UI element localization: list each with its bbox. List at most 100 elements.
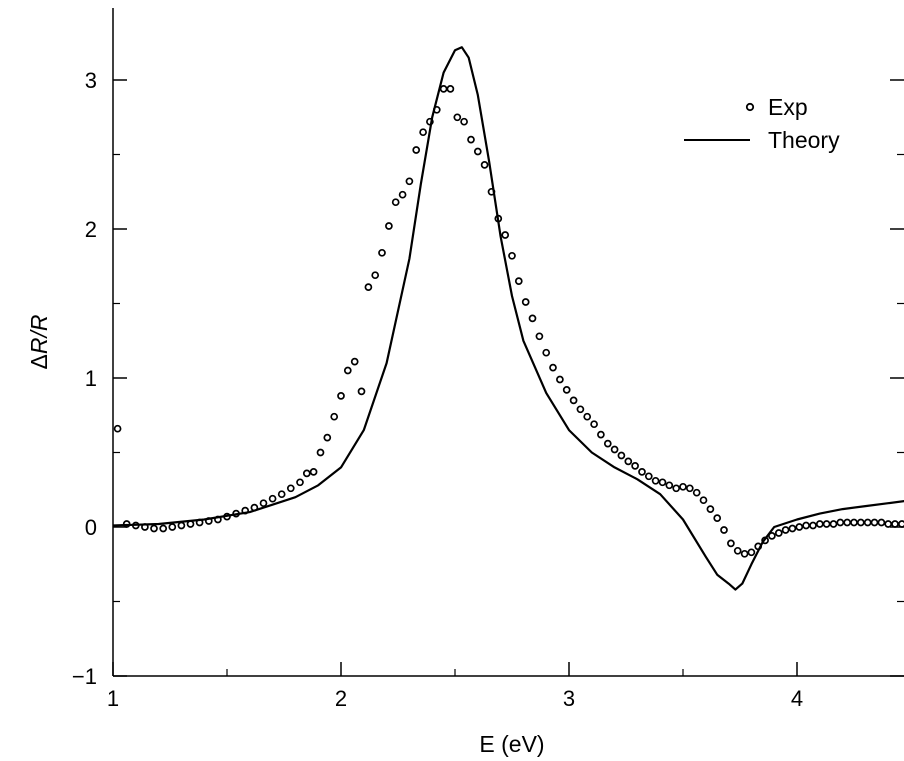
exp-point <box>398 190 407 199</box>
exp-point <box>131 521 140 530</box>
exp-point <box>679 482 687 491</box>
exp-point <box>337 392 345 400</box>
exp-point <box>713 514 722 522</box>
exp-point <box>788 524 797 533</box>
exp-point <box>168 523 177 531</box>
exp-point <box>597 430 605 439</box>
exp-point <box>781 526 790 534</box>
exp-point <box>378 248 386 257</box>
exp-point <box>802 521 810 530</box>
exp-point <box>809 521 817 530</box>
exp-point <box>740 549 749 558</box>
exp-point <box>330 412 339 421</box>
exp-point <box>795 523 804 531</box>
exp-point <box>850 518 858 527</box>
exp-point <box>159 524 168 533</box>
exp-point <box>268 494 277 503</box>
exp-point <box>556 375 564 384</box>
exp-point <box>508 251 516 260</box>
y-axis-label-prefix: Δ <box>26 354 52 369</box>
exp-point <box>884 520 893 528</box>
exp-point <box>296 478 304 487</box>
exp-point <box>241 506 250 515</box>
y-tick-label-2: 1 <box>85 366 97 391</box>
exp-point <box>863 518 872 527</box>
exp-point <box>624 457 633 466</box>
exp-point <box>665 481 674 490</box>
exp-point <box>569 396 578 405</box>
exp-point <box>535 332 544 341</box>
exp-point <box>350 357 359 366</box>
x-tick-label-2: 3 <box>563 686 575 711</box>
exp-point <box>432 105 441 114</box>
legend: Exp Theory <box>684 94 840 153</box>
exp-point <box>761 536 769 545</box>
exp-point <box>583 412 592 421</box>
exp-point <box>658 478 667 487</box>
exp-point <box>685 484 694 493</box>
exp-point <box>733 546 742 555</box>
exp-point <box>480 161 489 169</box>
x-tick-label-1: 2 <box>335 686 347 711</box>
theory-line <box>112 46 904 591</box>
exp-point <box>419 128 427 137</box>
exp-point <box>453 113 462 122</box>
exp-point <box>528 314 537 323</box>
exp-point <box>822 520 831 528</box>
exp-point <box>651 476 660 485</box>
exp-point <box>371 271 380 280</box>
y-axis-label: ΔR/R <box>26 315 52 370</box>
exp-point <box>405 177 414 186</box>
exp-point <box>815 520 824 528</box>
exp-point <box>747 548 756 557</box>
legend-theory-label: Theory <box>768 127 840 153</box>
exp-point <box>877 518 886 527</box>
exp-point <box>439 85 448 93</box>
exp-point <box>385 222 393 230</box>
exp-point <box>141 523 149 531</box>
legend-exp-marker <box>745 102 755 112</box>
exp-point <box>720 526 728 534</box>
exp-point <box>494 214 503 223</box>
exp-point <box>204 517 213 525</box>
exp-point <box>644 472 653 481</box>
exp-point <box>617 451 626 460</box>
exp-point <box>446 85 455 93</box>
exp-point <box>223 512 231 521</box>
exp-point <box>706 505 715 513</box>
exp-point <box>576 405 585 414</box>
tick-marks <box>112 79 904 677</box>
exp-point <box>364 283 373 291</box>
legend-exp-label: Exp <box>768 94 808 120</box>
exp-point <box>898 520 904 528</box>
x-axis-label: E (eV) <box>479 731 544 757</box>
exp-point <box>610 445 619 454</box>
exp-point <box>843 518 852 527</box>
x-tick-label-0: 1 <box>107 686 119 711</box>
tick-labels: 1 2 3 4 −1 0 1 2 3 <box>72 68 803 711</box>
y-tick-label-1: 0 <box>85 515 97 540</box>
exp-point <box>195 518 204 527</box>
exp-point <box>302 469 311 478</box>
exp-point <box>891 520 899 528</box>
exp-point <box>501 231 510 239</box>
exp-point <box>638 468 646 476</box>
exp-point <box>829 520 838 528</box>
exp-point <box>286 484 295 493</box>
exp-point <box>836 518 845 527</box>
exp-point <box>699 496 708 505</box>
exp-point <box>357 387 366 396</box>
exp-point <box>727 539 735 548</box>
exp-point <box>177 521 186 530</box>
exp-point <box>870 518 879 527</box>
exp-point <box>467 135 475 144</box>
exp-point <box>214 515 222 524</box>
exp-point <box>542 348 551 357</box>
exp-point <box>113 424 122 433</box>
y-tick-label-4: 3 <box>85 68 97 93</box>
exp-point <box>856 518 865 527</box>
y-tick-label-3: 2 <box>85 217 97 242</box>
exp-point <box>672 484 681 493</box>
exp-point <box>426 117 434 126</box>
exp-point <box>460 117 468 126</box>
